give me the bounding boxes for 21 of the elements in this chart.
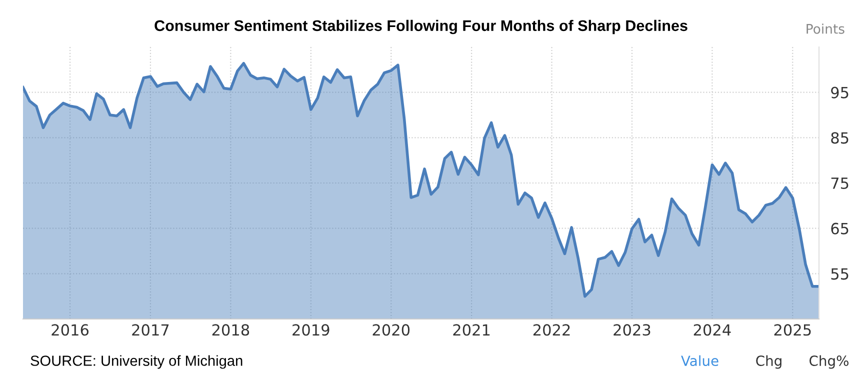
x-tick-label: 2025 — [774, 324, 811, 336]
x-tick-label: 2020 — [372, 324, 410, 336]
y-tick-label: 85 — [831, 132, 848, 144]
x-tick-label: 2018 — [212, 324, 250, 336]
text: Chg% — [810, 355, 848, 369]
y-tick-label: 75 — [831, 178, 848, 190]
x-tick-label: 2017 — [132, 324, 169, 336]
y-axis-title: Points — [806, 24, 844, 34]
x-tick-label: 2021 — [453, 324, 490, 336]
y-tick-label: 55 — [831, 268, 848, 280]
text: Chg — [756, 355, 782, 369]
x-tick-label: 2022 — [533, 324, 570, 336]
x-tick-label: 2024 — [694, 324, 731, 336]
y-tick-label: 95 — [831, 86, 848, 98]
x-tick-label: 2023 — [614, 324, 650, 336]
y-tick-label: 65 — [831, 222, 848, 234]
source-note: SOURCE: University of Michigan — [30, 355, 242, 369]
x-tick-label: 2019 — [292, 324, 330, 336]
chart-title: Consumer Sentiment Stabilizes Following Four Months of Sharp Declines — [154, 20, 688, 34]
text: Value — [681, 355, 718, 366]
x-tick-label: 2016 — [52, 324, 89, 336]
